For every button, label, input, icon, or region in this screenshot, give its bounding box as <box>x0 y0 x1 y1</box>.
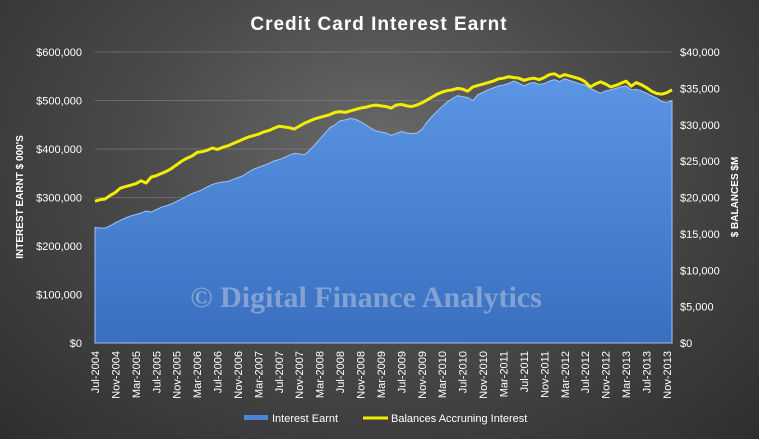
axes-layer: $0 $100,000 $200,000 $300,000 $400,000 $500,0… <box>36 47 720 399</box>
y-left-tick-label: $500,000 <box>36 96 82 108</box>
x-tick-label: Nov-2005 <box>172 351 184 399</box>
x-tick-label: Jul-2007 <box>274 351 286 393</box>
x-tick-label: Jul-2013 <box>642 351 654 393</box>
y-right-tick-label: $30,000 <box>680 120 720 132</box>
y-right-tick-label: $0 <box>680 338 692 350</box>
line-series-balances <box>94 72 673 203</box>
y-right-tick-label: $5,000 <box>680 302 714 314</box>
legend: Interest Earnt Balances Accruning Intere… <box>244 413 527 425</box>
line-layer <box>94 72 673 203</box>
legend-swatch-interest-earnt <box>244 415 268 420</box>
x-tick-label: Mar-2013 <box>621 351 633 398</box>
x-tick-label: Mar-2005 <box>131 351 143 398</box>
x-tick-label: Nov-2008 <box>356 351 368 399</box>
x-tick-label: Nov-2011 <box>539 351 551 398</box>
x-tick-label: Nov-2012 <box>601 351 613 399</box>
x-tick-label: Mar-2010 <box>437 351 449 398</box>
x-tick-label: Jul-2005 <box>151 351 163 393</box>
x-tick-label: Jul-2008 <box>335 351 347 393</box>
y-right-tick-label: $40,000 <box>680 47 720 59</box>
y-right-tick-label: $35,000 <box>680 83 720 95</box>
x-tick-label: Mar-2008 <box>315 351 327 398</box>
x-tick-label: Nov-2004 <box>110 351 122 399</box>
y-right-tick-label: $15,000 <box>680 229 720 241</box>
area-series-interest-earnt <box>94 78 673 344</box>
x-tick-label: Mar-2011 <box>499 351 511 397</box>
x-tick-label: Mar-2006 <box>192 351 204 398</box>
x-tick-label: Jul-2004 <box>90 351 102 393</box>
area-layer <box>94 78 673 344</box>
legend-label-interest-earnt: Interest Earnt <box>272 413 338 425</box>
x-tick-label: Nov-2007 <box>294 351 306 399</box>
y-right-tick-label: $10,000 <box>680 265 720 277</box>
chart-title: Credit Card Interest Earnt <box>250 14 507 35</box>
x-tick-label: Nov-2006 <box>233 351 245 399</box>
x-tick-label: Jul-2009 <box>396 351 408 393</box>
y-left-tick-label: $100,000 <box>36 290 82 302</box>
y-left-tick-label: $300,000 <box>36 193 82 205</box>
y-left-tick-label: $0 <box>70 338 82 350</box>
x-tick-label: Mar-2012 <box>560 351 572 398</box>
watermark-text: © Digital Finance Analytics <box>190 281 542 314</box>
y-axis-left-title: INTEREST EARNT $ 000'S <box>15 135 26 259</box>
x-tick-label: Jul-2006 <box>213 351 225 393</box>
x-tick-label: Jul-2010 <box>458 351 470 393</box>
x-tick-label: Nov-2013 <box>662 351 674 399</box>
x-tick-label: Jul-2012 <box>580 351 592 393</box>
y-left-tick-label: $600,000 <box>36 47 82 59</box>
x-tick-label: Mar-2009 <box>376 351 388 398</box>
y-left-tick-label: $200,000 <box>36 241 82 253</box>
x-tick-label: Mar-2007 <box>253 351 265 398</box>
x-tick-label: Jul-2011 <box>519 351 531 392</box>
legend-label-balances: Balances Accruning Interest <box>391 413 527 425</box>
y-right-tick-label: $25,000 <box>680 156 720 168</box>
x-tick-label: Nov-2009 <box>417 351 429 399</box>
y-right-tick-label: $20,000 <box>680 193 720 205</box>
y-left-tick-label: $400,000 <box>36 144 82 156</box>
y-axis-right-title: $ BALANCES $M <box>730 157 741 238</box>
x-tick-label: Nov-2010 <box>478 351 490 399</box>
